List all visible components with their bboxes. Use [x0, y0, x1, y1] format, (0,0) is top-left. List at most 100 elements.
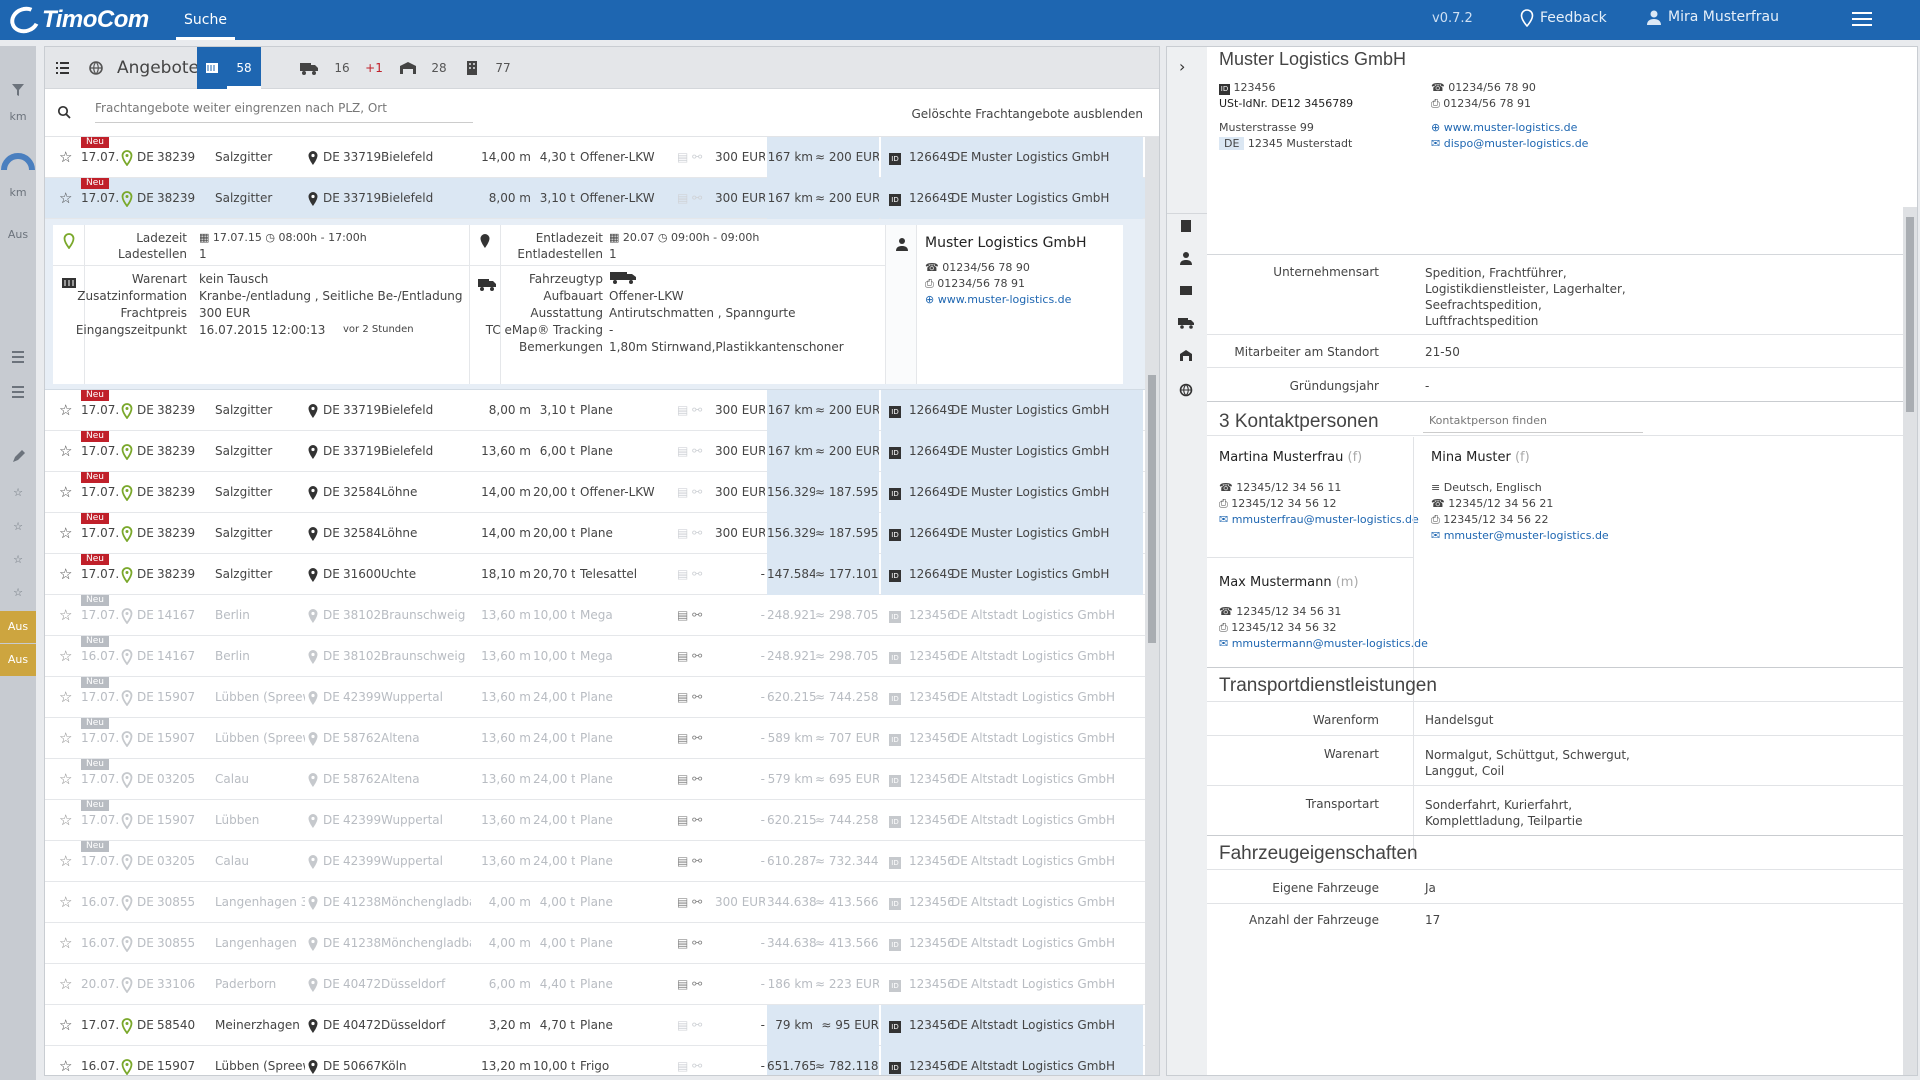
offer-row[interactable]: ☆ Neu 17.07. DE 14167 Berlin DE 38102 Braunschwe… [45, 595, 1145, 636]
list-icon-2[interactable] [0, 386, 36, 398]
favorite-star-icon[interactable]: ☆ [59, 442, 73, 460]
company-cell[interactable] [881, 1005, 1143, 1046]
company-cell[interactable] [881, 390, 1143, 431]
company-scrollbar[interactable] [1903, 207, 1917, 1075]
offer-row[interactable]: ☆ Neu 17.07. DE 38239 Salzgitter DE 33719 Bielef… [45, 390, 1145, 431]
favorite-star-icon[interactable]: ☆ [59, 934, 73, 952]
search-row: Frachtangebote weiter eingrenzen nach PL… [45, 89, 1159, 137]
favorite-star-icon[interactable]: ☆ [59, 148, 73, 166]
origin-zip: 58540 [157, 1018, 196, 1032]
detail-web-link[interactable]: ⊕ www.muster-logistics.de [925, 293, 1072, 306]
star-icon-1[interactable]: ☆ [13, 486, 23, 499]
star-icon-3[interactable]: ☆ [13, 553, 23, 566]
offer-row[interactable]: ☆ Neu 17.07. DE 03205 Calau DE 58762 Altena 13,60… [45, 759, 1145, 800]
company-cell[interactable] [881, 554, 1143, 595]
list-scrollbar[interactable] [1145, 137, 1159, 1075]
company-info-icon[interactable] [1179, 219, 1193, 233]
warehouse-icon[interactable] [1179, 349, 1193, 361]
company-cell[interactable] [881, 431, 1143, 472]
timocom-logo[interactable]: TimoCom [6, 2, 149, 38]
company-cell[interactable] [881, 178, 1143, 219]
edit-icon[interactable] [0, 448, 36, 464]
contact-3-email[interactable]: ✉ mmustermann@muster-logistics.de [1219, 637, 1428, 650]
offer-row[interactable]: ☆ 20.07. DE 33106 Paderborn DE 40472 Düsseldorf… [45, 964, 1145, 1005]
globe-icon[interactable] [79, 47, 113, 89]
company-cell[interactable] [881, 472, 1143, 513]
toggle-aus-2[interactable]: Aus [0, 644, 36, 676]
company-scrollbar-thumb[interactable] [1906, 217, 1914, 412]
offer-row[interactable]: ☆ Neu 16.07. DE 14167 Berlin DE 38102 Braunschwe… [45, 636, 1145, 677]
detail-company-name[interactable]: Muster Logistics GmbH [925, 235, 1087, 251]
offer-row[interactable]: ☆ Neu 17.07. DE 38239 Salzgitter DE 33719 Bielef… [45, 178, 1145, 219]
favorite-star-icon[interactable]: ☆ [59, 852, 73, 870]
favorite-star-icon[interactable]: ☆ [59, 1016, 73, 1034]
offer-row[interactable]: ☆ Neu 17.07. DE 15907 Lübben DE 42399 Wuppertal 1… [45, 800, 1145, 841]
company-cell[interactable] [881, 137, 1143, 178]
favorite-star-icon[interactable]: ☆ [59, 729, 73, 747]
warehouse-tab-icon[interactable] [395, 47, 421, 89]
favorite-star-icon[interactable]: ☆ [59, 524, 73, 542]
approx-price: ≈ 200 EUR [815, 431, 879, 472]
list-icon-1[interactable] [0, 351, 36, 363]
offer-row[interactable]: ☆ Neu 17.07. DE 38239 Salzgitter DE 33719 Bielef… [45, 137, 1145, 178]
offers-tab-count[interactable]: 58 [227, 47, 261, 89]
favorite-star-icon[interactable]: ☆ [59, 606, 73, 624]
nav-tab-suche[interactable]: Suche [176, 0, 235, 40]
offer-row[interactable]: ☆ 17.07. DE 58540 Meinerzhagen DE 40472 Düsseld… [45, 1005, 1145, 1046]
star-icon-2[interactable]: ☆ [13, 520, 23, 533]
company-cell[interactable] [881, 513, 1143, 554]
warehouse-tab-count[interactable]: 28 [431, 61, 447, 75]
contacts-icon[interactable] [1179, 251, 1193, 265]
offer-row[interactable]: ☆ Neu 17.07. DE 38239 Salzgitter DE 32584 Löhne 1… [45, 472, 1145, 513]
search-input[interactable]: Frachtangebote weiter eingrenzen nach PL… [95, 101, 473, 123]
vehicle-props-icon[interactable] [1177, 317, 1195, 329]
contact-1-email[interactable]: ✉ mmusterfrau@muster-logistics.de [1219, 513, 1419, 526]
goods-services-icon[interactable] [1179, 285, 1193, 297]
truck-tab-icon[interactable] [295, 47, 323, 89]
star-icon-4[interactable]: ☆ [13, 586, 23, 599]
favorite-star-icon[interactable]: ☆ [59, 401, 73, 419]
truck-tab-count[interactable]: 16 [334, 61, 350, 75]
region-globe-icon[interactable] [1179, 383, 1193, 397]
company-email-link[interactable]: ✉ dispo@muster-logistics.de [1431, 137, 1589, 150]
favorite-star-icon[interactable]: ☆ [59, 483, 73, 501]
warenart-panel-label: Warenart [1323, 747, 1379, 761]
offer-row[interactable]: ☆ 16.07. DE 30855 Langenhagen DE 41238 Möncheng… [45, 923, 1145, 964]
feedback-link[interactable]: Feedback [1520, 9, 1607, 27]
destination-country: DE [323, 191, 340, 205]
favorite-star-icon[interactable]: ☆ [59, 647, 73, 665]
offers-tab-icon[interactable] [197, 47, 227, 89]
filter-icon[interactable] [0, 82, 36, 98]
favorite-star-icon[interactable]: ☆ [59, 811, 73, 829]
hide-deleted-toggle[interactable]: Gelöschte Frachtangebote ausblenden [911, 107, 1143, 121]
favorite-star-icon[interactable]: ☆ [59, 893, 73, 911]
favorite-star-icon[interactable]: ☆ [59, 975, 73, 993]
offer-row[interactable]: ☆ Neu 17.07. DE 03205 Calau DE 42399 Wuppertal 13… [45, 841, 1145, 882]
offer-row[interactable]: ☆ Neu 17.07. DE 38239 Salzgitter DE 33719 Bielef… [45, 431, 1145, 472]
favorite-star-icon[interactable]: ☆ [59, 688, 73, 706]
contact-search-input[interactable]: Kontaktperson finden [1423, 409, 1643, 433]
hamburger-menu-icon[interactable] [1852, 12, 1872, 28]
distance-km: 167 km [767, 431, 817, 472]
company-cell[interactable] [881, 1046, 1143, 1075]
offer-row[interactable]: ☆ Neu 17.07. DE 38239 Salzgitter DE 32584 Löhne 1… [45, 513, 1145, 554]
favorite-star-icon[interactable]: ☆ [59, 1057, 73, 1075]
offer-row[interactable]: ☆ Neu 17.07. DE 38239 Salzgitter DE 31600 Uchte 1… [45, 554, 1145, 595]
favorite-star-icon[interactable]: ☆ [59, 189, 73, 207]
list-view-icon[interactable] [45, 47, 79, 89]
building-tab-icon[interactable] [459, 47, 485, 89]
toggle-aus-1[interactable]: Aus [0, 611, 36, 643]
company-web-link[interactable]: ⊕ www.muster-logistics.de [1431, 121, 1578, 134]
building-tab-count[interactable]: 77 [495, 61, 511, 75]
user-menu[interactable]: Mira Musterfrau [1646, 9, 1779, 25]
contact-2-email[interactable]: ✉ mmuster@muster-logistics.de [1431, 529, 1609, 542]
favorite-star-icon[interactable]: ☆ [59, 565, 73, 583]
favorite-star-icon[interactable]: ☆ [59, 770, 73, 788]
collapse-chevron-icon[interactable]: › [1179, 57, 1186, 76]
list-scrollbar-thumb[interactable] [1148, 375, 1156, 643]
toggle-label-aus[interactable]: Aus [7, 228, 29, 241]
